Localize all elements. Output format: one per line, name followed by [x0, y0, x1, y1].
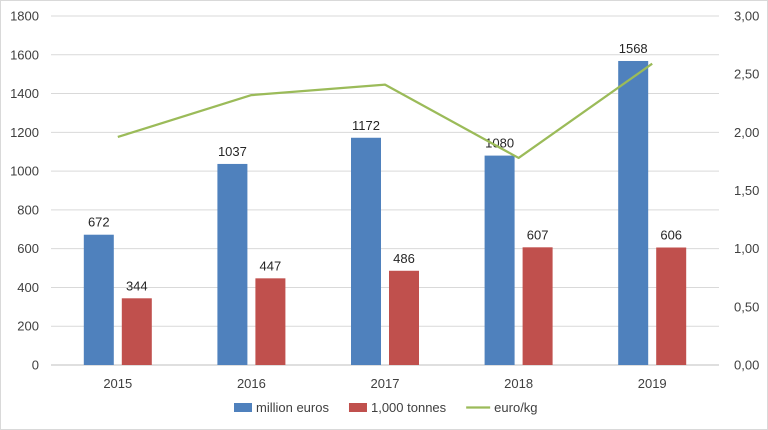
right-axis-tick-label: 1,00	[734, 241, 759, 256]
bar-data-label: 607	[527, 227, 549, 242]
category-labels: 2015 2016 2017 2018 2019	[103, 376, 666, 391]
bar	[217, 163, 248, 365]
bar-data-label: 1080	[485, 136, 514, 151]
right-axis-tick-label: 0,00	[734, 358, 759, 373]
bar	[618, 60, 649, 365]
bar	[656, 247, 687, 365]
right-axis-ticks: 0,00 0,50 1,00 1,50 2,00 2,50 3,00	[734, 9, 759, 373]
legend-swatch	[234, 403, 252, 412]
bar-data-label: 672	[88, 215, 110, 230]
right-axis-tick-label: 0,50	[734, 299, 759, 314]
legend-label: million euros	[256, 400, 329, 415]
bar	[83, 234, 114, 365]
left-axis-tick-label: 400	[17, 280, 39, 295]
category-label: 2017	[371, 376, 400, 391]
left-axis-tick-label: 1600	[10, 47, 39, 62]
bar-data-label: 1172	[352, 118, 380, 133]
left-axis-tick-label: 1400	[10, 86, 39, 101]
right-axis-tick-label: 2,50	[734, 67, 759, 82]
bar-data-label: 1568	[619, 41, 648, 56]
bar	[255, 278, 286, 365]
bar	[351, 137, 381, 365]
bar	[389, 270, 419, 365]
gridlines	[51, 15, 719, 366]
bar-data-label: 1037	[218, 144, 247, 159]
line-series	[117, 62, 653, 160]
left-axis-tick-label: 0	[32, 358, 39, 373]
right-axis-tick-label: 2,00	[734, 125, 759, 140]
bar-data-label: 344	[126, 278, 148, 293]
category-label: 2016	[237, 376, 266, 391]
category-label: 2015	[103, 376, 132, 391]
left-axis-tick-label: 1800	[10, 9, 39, 24]
bar-data-label: 447	[260, 258, 282, 273]
bar	[484, 155, 515, 365]
right-axis-tick-label: 3,00	[734, 9, 759, 24]
bar	[121, 298, 152, 365]
left-axis-tick-label: 600	[17, 241, 39, 256]
legend-label: 1,000 tonnes	[371, 400, 447, 415]
left-axis-tick-label: 1200	[10, 125, 39, 140]
left-axis-ticks: 0 200 400 600 800 1000 1200 1400 1600 1800	[10, 9, 39, 373]
left-axis-tick-label: 200	[17, 319, 39, 334]
line-series-path	[117, 62, 653, 160]
category-label: 2018	[504, 376, 533, 391]
legend: million euros 1,000 tonnes euro/kg	[234, 400, 538, 415]
legend-swatch	[348, 403, 367, 412]
legend-label: euro/kg	[494, 400, 537, 415]
bar	[522, 247, 553, 365]
bars	[83, 60, 687, 365]
bar-data-label: 486	[393, 251, 415, 266]
bar-data-labels: 672 344 1037 447 1172 486 1080 607 1568 606	[88, 41, 682, 293]
category-label: 2019	[638, 376, 667, 391]
bar-data-label: 606	[660, 228, 682, 243]
left-axis-tick-label: 800	[17, 202, 39, 217]
left-axis-tick-label: 1000	[10, 164, 39, 179]
right-axis-tick-label: 1,50	[734, 183, 759, 198]
